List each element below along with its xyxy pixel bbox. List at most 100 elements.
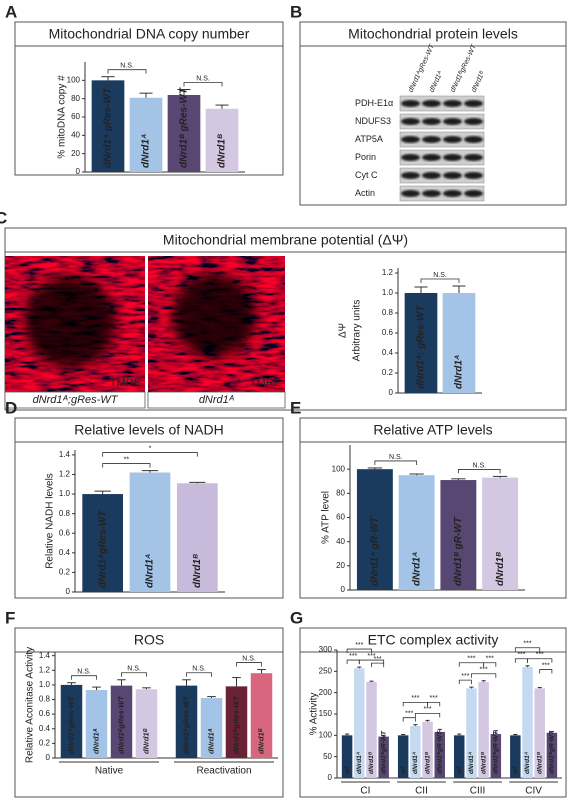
bar-label: dNrd1ᴮ <box>368 751 375 774</box>
significance-bracket <box>420 278 460 283</box>
y-tick-label: 0.6 <box>59 528 71 537</box>
panel-letter: B <box>290 2 302 21</box>
y-tick-label: 40 <box>71 130 80 139</box>
y-tick-label: 0.4 <box>39 724 51 733</box>
bar <box>110 685 133 758</box>
significance-bracket <box>121 672 147 677</box>
blot-row-label: Cyt C <box>355 170 378 180</box>
y-tick-label: 1.2 <box>382 268 394 277</box>
y-tick-label: 0 <box>341 585 346 594</box>
significance-label: *** <box>349 653 357 660</box>
bar-label: dNrd1ᴬgRes-WT <box>181 695 190 754</box>
significance-label: *** <box>355 642 363 649</box>
bar <box>175 685 198 758</box>
blot-strip <box>399 185 485 202</box>
significance-label: *** <box>461 673 469 680</box>
bar-label: dNrd1ᴮ <box>495 551 506 586</box>
significance-label: *** <box>480 667 488 674</box>
y-tick-label: 40 <box>336 537 345 546</box>
y-tick-label: 100 <box>319 730 333 739</box>
significance-label: *** <box>523 641 531 648</box>
bar <box>442 293 476 393</box>
stain-label: TMRE <box>250 377 281 389</box>
bar <box>440 480 477 590</box>
blot-band <box>464 118 483 125</box>
bar-label: dNrd1ᴬ <box>141 134 152 168</box>
bar-label: wt <box>400 766 407 774</box>
y-tick-label: 0 <box>46 753 51 762</box>
bar <box>454 735 465 778</box>
bar <box>250 673 273 758</box>
blot-band <box>464 136 483 143</box>
bar <box>397 735 409 778</box>
panel-title: ETC complex activity <box>368 632 499 648</box>
y-axis-label: Relative NADH levels <box>45 473 56 569</box>
y-axis-label: Relative Aconitase Activity <box>25 647 36 763</box>
y-tick-label: 100 <box>332 464 346 473</box>
bar-label: dNrd1ᴬ <box>454 355 465 389</box>
significance-bracket <box>414 713 441 718</box>
bar <box>200 698 223 758</box>
bar-label: dNrd1ᴬ <box>91 728 100 754</box>
significance-label: N.S. <box>389 454 403 461</box>
y-tick-label: 0 <box>328 773 333 782</box>
nucleus <box>24 276 116 368</box>
significance-bracket <box>102 463 151 468</box>
blot-row-label: Actin <box>355 188 375 198</box>
significance-label: N.S. <box>242 655 256 662</box>
significance-label: N.S. <box>433 272 447 279</box>
y-tick-label: 80 <box>336 488 345 497</box>
significance-label: *** <box>517 652 525 659</box>
blot-band <box>401 172 420 179</box>
bar <box>398 475 435 590</box>
significance-label: *** <box>423 706 431 713</box>
bar <box>129 97 163 172</box>
bar-label: dNrd1ᴮ gRes-WT <box>179 87 190 168</box>
panel-title: Mitochondrial protein levels <box>348 26 518 42</box>
bar <box>404 293 438 393</box>
bar-label: dNrd1ᴬ <box>467 751 475 774</box>
bar <box>60 684 83 758</box>
significance-label: N.S. <box>77 669 91 676</box>
y-tick-label: 0 <box>76 167 81 176</box>
blot-strip <box>399 95 485 112</box>
y-tick-label: 150 <box>319 709 333 718</box>
blot-band <box>443 190 462 197</box>
bar <box>534 688 545 778</box>
blot-strip <box>399 131 485 148</box>
bar <box>85 690 108 758</box>
blot-band <box>401 190 420 197</box>
significance-label: *** <box>536 652 544 659</box>
panel-letter: G <box>290 608 303 627</box>
bar <box>135 689 158 758</box>
significance-bracket <box>236 662 262 667</box>
blot-band <box>464 100 483 107</box>
significance-label: *** <box>542 662 550 669</box>
group-label: CIV <box>525 786 542 797</box>
y-tick-label: 0.8 <box>382 308 394 317</box>
panel-frame <box>14 627 284 798</box>
significance-label: N.S. <box>120 63 134 70</box>
panel-letter: A <box>5 2 17 21</box>
y-tick-label: 80 <box>71 94 80 103</box>
significance-bracket <box>427 702 441 707</box>
significance-bracket <box>102 452 198 457</box>
y-tick-label: 100 <box>67 75 81 84</box>
significance-label: *** <box>467 656 475 663</box>
y-tick-label: 1.2 <box>39 665 51 674</box>
bar-label: dNrd1ᴮ <box>217 133 228 168</box>
blot-band <box>464 190 483 197</box>
bar-label: dNrd1ᴬgRes-WT <box>97 510 108 588</box>
y-tick-label: 0.8 <box>39 695 51 704</box>
y-axis-label: ΔΨ <box>338 323 349 338</box>
bar-label: dNrd1ᴬ <box>411 552 422 586</box>
y-tick-label: 50 <box>323 752 332 761</box>
bar-label: dNrd1ᴮgR-WT <box>549 730 556 774</box>
bar-label: wt <box>344 766 351 774</box>
caption-box <box>147 391 286 409</box>
group-label: CII <box>415 786 428 797</box>
bar <box>225 686 248 758</box>
significance-label: *** <box>367 653 375 660</box>
bar-label: dNrd1ᴬ <box>523 751 531 774</box>
significance-bracket <box>527 658 553 663</box>
